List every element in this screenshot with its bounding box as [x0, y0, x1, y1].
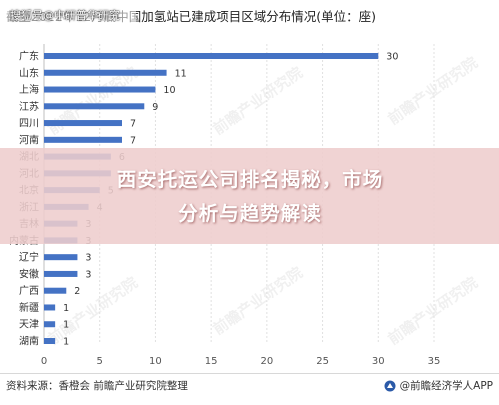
banner-line-1: 西安托运公司排名揭秘，市场: [116, 168, 384, 191]
bar: [44, 287, 67, 294]
value-label: 7: [130, 135, 136, 146]
category-label: 江苏: [19, 100, 39, 113]
title-watermark-overlay: [4, 4, 136, 26]
bar: [44, 120, 122, 127]
category-label: 安徽: [19, 267, 39, 280]
value-label: 1: [63, 320, 69, 331]
category-label: 湖南: [19, 335, 39, 348]
category-label: 辽宁: [19, 251, 39, 264]
category-label: 广西: [19, 285, 39, 297]
value-label: 2: [74, 286, 80, 297]
value-label: 1: [63, 337, 69, 348]
source-note: 资料来源：香橙会 前瞻产业研究院整理: [6, 380, 188, 392]
brand-label: @前瞻经济学人APP: [399, 380, 493, 392]
bar: [44, 270, 78, 277]
bar: [44, 86, 156, 93]
value-label: 30: [386, 52, 398, 63]
banner-headline[interactable]: 西安托运公司排名揭秘，市场 分析与趋势解读: [40, 163, 460, 231]
category-label: 四川: [19, 119, 39, 130]
x-tick-label: 20: [260, 356, 273, 367]
title-watermark: 搜狐号@中研普华研究: [10, 9, 120, 22]
value-label: 7: [130, 119, 136, 130]
category-label: 广东: [19, 50, 39, 63]
banner-line-2: 分析与趋势解读: [178, 202, 322, 225]
value-label: 11: [175, 68, 187, 79]
category-label: 山东: [19, 66, 39, 79]
value-label: 9: [152, 102, 158, 113]
footer-divider: [0, 373, 499, 374]
brand-logo-icon: [384, 380, 396, 392]
x-tick-label: 15: [205, 356, 218, 367]
category-label: 河南: [19, 133, 39, 146]
x-tick-label: 25: [316, 356, 329, 367]
bar: [44, 69, 167, 76]
category-label: 上海: [19, 83, 39, 96]
promo-banner[interactable]: [0, 148, 499, 244]
value-label: 10: [163, 85, 175, 96]
x-tick-label: 5: [97, 356, 103, 367]
category-label: 新疆: [19, 301, 39, 314]
category-label: 天津: [19, 319, 39, 331]
bar: [44, 321, 56, 328]
bar: [44, 338, 56, 344]
value-label: 1: [63, 303, 69, 314]
value-label: 3: [85, 269, 91, 280]
x-tick-label: 0: [41, 356, 47, 367]
bar: [44, 304, 56, 311]
bar: [44, 103, 145, 110]
x-tick-label: 35: [428, 356, 441, 367]
value-label: 3: [85, 253, 91, 264]
bar: [44, 136, 122, 143]
x-tick-label: 30: [372, 356, 385, 367]
x-tick-label: 10: [149, 356, 162, 367]
brand-tag[interactable]: @前瞻经济学人APP: [384, 376, 493, 396]
bar: [44, 53, 379, 59]
bar: [44, 254, 78, 261]
